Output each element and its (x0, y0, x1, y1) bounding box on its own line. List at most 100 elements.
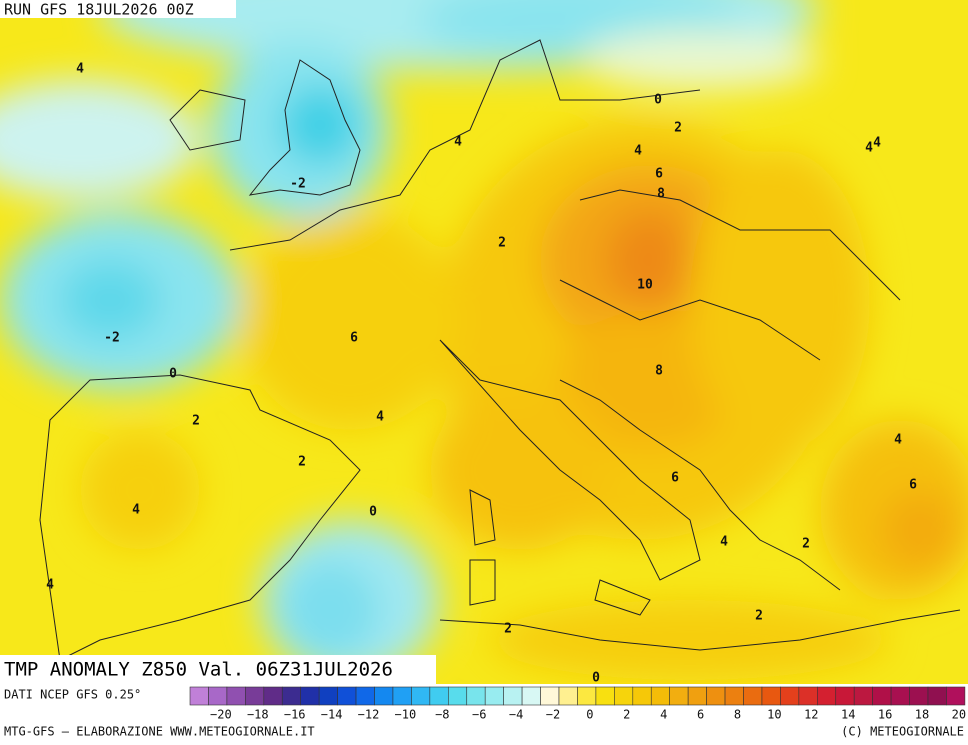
contour-label: 2 (298, 455, 306, 470)
coastlines (39, 39, 961, 661)
scale-swatch (281, 686, 302, 706)
scale-label: −18 (247, 708, 269, 722)
scale-swatch (392, 686, 412, 706)
contour-label: 2 (504, 622, 512, 637)
copyright: (C) METEOGIORNALE (841, 725, 964, 739)
scale-label: −14 (321, 708, 343, 722)
contour-label: 0 (369, 505, 377, 520)
contour-label: 2 (192, 414, 200, 429)
scale-swatch (189, 686, 209, 706)
contour-label: 4 (894, 433, 902, 448)
scale-swatch (669, 686, 689, 706)
scale-swatch (245, 686, 265, 706)
scale-label: 18 (915, 708, 929, 722)
scale-label: 20 (952, 708, 966, 722)
credit: MTG-GFS — ELABORAZIONE WWW.METEOGIORNALE… (4, 725, 315, 739)
scale-swatch (743, 686, 763, 706)
contour-label: 6 (350, 331, 358, 346)
scale-label: 4 (660, 708, 667, 722)
scale-swatch (853, 686, 873, 706)
scale-swatch (946, 686, 966, 706)
scale-swatch (355, 686, 375, 706)
scale-swatch (466, 686, 486, 706)
title-box (0, 655, 436, 684)
scale-swatch (503, 686, 523, 706)
contour-label: 4 (46, 578, 54, 593)
run-box (0, 0, 236, 18)
source: DATI NCEP GFS 0.25° (4, 688, 141, 702)
scale-swatch (484, 686, 504, 706)
color-scale: −20 −18 −16 −14 −12 −10 −8 −6 −4 −2 0 2 4 6 8 10 12 14 16 1… (189, 686, 966, 722)
scale-swatch (540, 686, 560, 706)
scale-label: 14 (841, 708, 855, 722)
field (0, 0, 968, 685)
contour-label: 0 (169, 367, 177, 382)
contour-label: -2 (104, 331, 120, 346)
scale-swatch (890, 686, 910, 706)
scale-label: 2 (623, 708, 630, 722)
scale-swatch (909, 686, 929, 706)
scale-swatch (780, 686, 800, 706)
scale-swatch (300, 686, 320, 706)
scale-swatch (724, 686, 744, 706)
scale-label: −2 (546, 708, 560, 722)
scale-swatch (927, 686, 947, 706)
contour-label: 2 (755, 609, 763, 624)
contour-label: 4 (454, 135, 462, 150)
contour-label: 2 (802, 537, 810, 552)
scale-swatch (429, 686, 449, 706)
scale-label: −8 (435, 708, 449, 722)
scale-label: −4 (509, 708, 523, 722)
contour-label: 2 (674, 121, 682, 136)
contour-label: 2 (498, 236, 506, 251)
scale-swatch (208, 686, 228, 706)
contour-label: 6 (671, 471, 679, 486)
contour-label: 4 (132, 503, 140, 518)
scale-swatch (263, 686, 283, 706)
scale-label: 10 (767, 708, 781, 722)
scale-swatch (411, 686, 431, 706)
scale-label: −16 (284, 708, 306, 722)
contour-label: 0 (592, 671, 600, 686)
scale-swatch (614, 686, 634, 706)
scale-swatch (706, 686, 726, 706)
scale-swatch (650, 686, 671, 706)
contour-label: 8 (655, 364, 663, 379)
scale-swatch (761, 686, 781, 706)
scale-swatch (595, 686, 615, 706)
scale-label: −12 (358, 708, 380, 722)
contour-label: 10 (637, 278, 653, 293)
scale-label: −6 (472, 708, 486, 722)
scale-label: −20 (210, 708, 232, 722)
scale-label: 6 (697, 708, 704, 722)
scale-swatch (521, 686, 541, 706)
contour-label: 4 (76, 62, 84, 77)
scale-label: 16 (878, 708, 892, 722)
scale-label: 0 (586, 708, 593, 722)
scale-swatch (798, 686, 818, 706)
run-label: RUN GFS 18JUL2026 00Z (4, 1, 194, 19)
scale-swatch (447, 686, 468, 706)
contour-label: 4 (865, 141, 873, 156)
contour-label: 4 (720, 535, 728, 550)
contour-label: -2 (290, 177, 306, 192)
contour-label: 8 (657, 187, 665, 202)
contour-label: 6 (909, 478, 917, 493)
contour-label: 4 (634, 144, 642, 159)
scale-swatch (318, 686, 338, 706)
contour-label: 0 (654, 93, 662, 108)
scale-swatch (226, 686, 246, 706)
scale-swatch (558, 686, 578, 706)
scale-label: 8 (734, 708, 741, 722)
map-title: TMP ANOMALY Z850 Val. 06Z31JUL2026 (4, 659, 393, 681)
scale-swatch (374, 686, 394, 706)
scale-swatch (337, 686, 357, 706)
scale-swatch (687, 686, 707, 706)
scale-swatch (632, 686, 652, 706)
contour-label: 6 (655, 167, 663, 182)
contour-label: 4 (873, 136, 881, 151)
scale-swatch (872, 686, 892, 706)
